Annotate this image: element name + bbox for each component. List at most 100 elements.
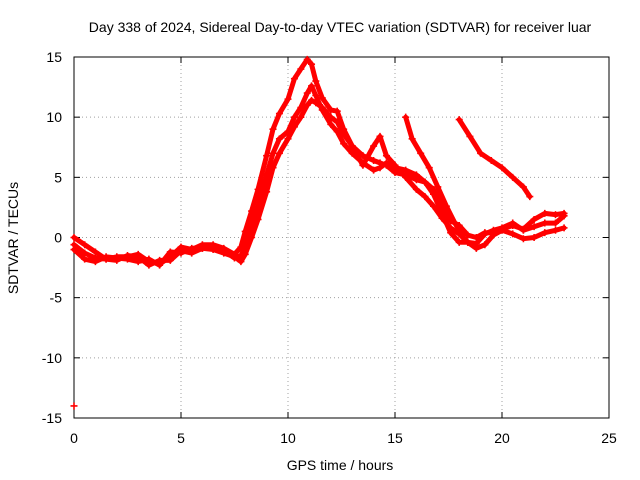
data-point	[466, 132, 474, 140]
data-point	[541, 229, 549, 237]
data-point	[472, 234, 480, 241]
data-point	[263, 152, 271, 160]
data-point	[145, 261, 153, 269]
data-point	[284, 135, 292, 143]
data-point	[459, 234, 467, 241]
data-point	[472, 244, 480, 252]
data-point	[481, 229, 489, 237]
data-point	[370, 166, 378, 174]
data-point	[91, 258, 99, 266]
data-point	[333, 107, 341, 115]
data-point	[209, 246, 217, 254]
data-point	[269, 125, 277, 133]
data-point	[382, 152, 390, 160]
data-point	[348, 142, 356, 150]
y-tick-label: 10	[46, 109, 62, 125]
data-point	[177, 249, 185, 257]
y-tick-label: 5	[54, 169, 62, 185]
data-point	[382, 161, 390, 169]
data-point	[438, 209, 446, 217]
data-point	[519, 183, 527, 191]
data-point	[464, 231, 472, 239]
data-point	[297, 113, 305, 121]
data-point	[269, 149, 277, 157]
data-point	[237, 258, 245, 266]
data-point	[312, 92, 320, 100]
data-point	[340, 130, 348, 138]
data-point	[198, 244, 206, 252]
data-point	[70, 234, 78, 241]
data-point	[421, 178, 429, 186]
data-point	[442, 202, 450, 210]
data-point	[248, 234, 256, 241]
data-point	[376, 159, 384, 167]
data-point	[290, 113, 298, 121]
data-point	[541, 209, 549, 217]
data-point	[134, 258, 142, 266]
data-point	[348, 149, 356, 157]
data-point	[102, 253, 110, 261]
data-point	[113, 254, 121, 262]
data-point	[269, 164, 277, 172]
data-point	[308, 82, 316, 90]
data-point	[370, 156, 378, 164]
data-point	[327, 120, 335, 128]
y-tick-label: 0	[54, 230, 62, 246]
data-point	[359, 152, 367, 160]
data-point	[318, 104, 326, 112]
data-point	[451, 219, 459, 227]
y-tick-label: -10	[42, 350, 62, 366]
data-point	[412, 185, 420, 193]
series-arc-3-trace	[71, 97, 567, 268]
data-point	[430, 202, 438, 210]
data-point	[81, 255, 89, 263]
data-point	[166, 248, 174, 256]
data-point	[231, 253, 238, 261]
data-point	[489, 231, 497, 239]
data-point	[560, 209, 568, 217]
data-point	[290, 123, 298, 131]
data-point	[530, 223, 538, 231]
x-tick-label: 25	[601, 430, 617, 446]
data-point	[412, 176, 420, 184]
data-point	[541, 219, 549, 227]
data-point	[312, 77, 320, 85]
data-point	[70, 402, 78, 410]
data-point	[417, 149, 425, 157]
data-point	[290, 75, 298, 83]
data-point	[498, 164, 506, 172]
data-point	[188, 244, 196, 252]
data-point	[447, 229, 455, 237]
data-point	[376, 132, 384, 140]
data-point	[455, 238, 463, 246]
x-tick-label: 15	[387, 430, 403, 446]
axis-ticks: 0 5 10 15 20 25 -15 -10 -5 0 5 10 15	[42, 49, 617, 446]
data-point	[297, 65, 305, 73]
data-point	[402, 113, 410, 121]
data-point	[275, 135, 283, 143]
data-point	[509, 173, 517, 181]
series-arc-5-trace	[456, 117, 533, 200]
x-tick-label: 10	[280, 430, 296, 446]
y-tick-label: 15	[46, 49, 62, 65]
data-point	[477, 149, 485, 157]
x-tick-label: 20	[494, 430, 510, 446]
y-axis-label: SDTVAR / TECUs	[5, 182, 21, 294]
data-point	[425, 164, 433, 172]
data-points	[70, 55, 568, 410]
data-point	[487, 156, 495, 164]
data-point	[402, 171, 410, 179]
data-point	[552, 211, 559, 219]
data-point	[519, 225, 527, 233]
data-point	[81, 249, 89, 257]
data-point	[530, 215, 538, 223]
data-point	[552, 226, 559, 234]
data-point	[254, 215, 262, 223]
data-point	[552, 219, 559, 227]
data-point	[241, 250, 249, 258]
data-point	[455, 116, 463, 124]
data-point	[530, 234, 538, 241]
data-point	[303, 89, 311, 97]
data-point	[327, 106, 335, 114]
data-point	[340, 140, 348, 148]
